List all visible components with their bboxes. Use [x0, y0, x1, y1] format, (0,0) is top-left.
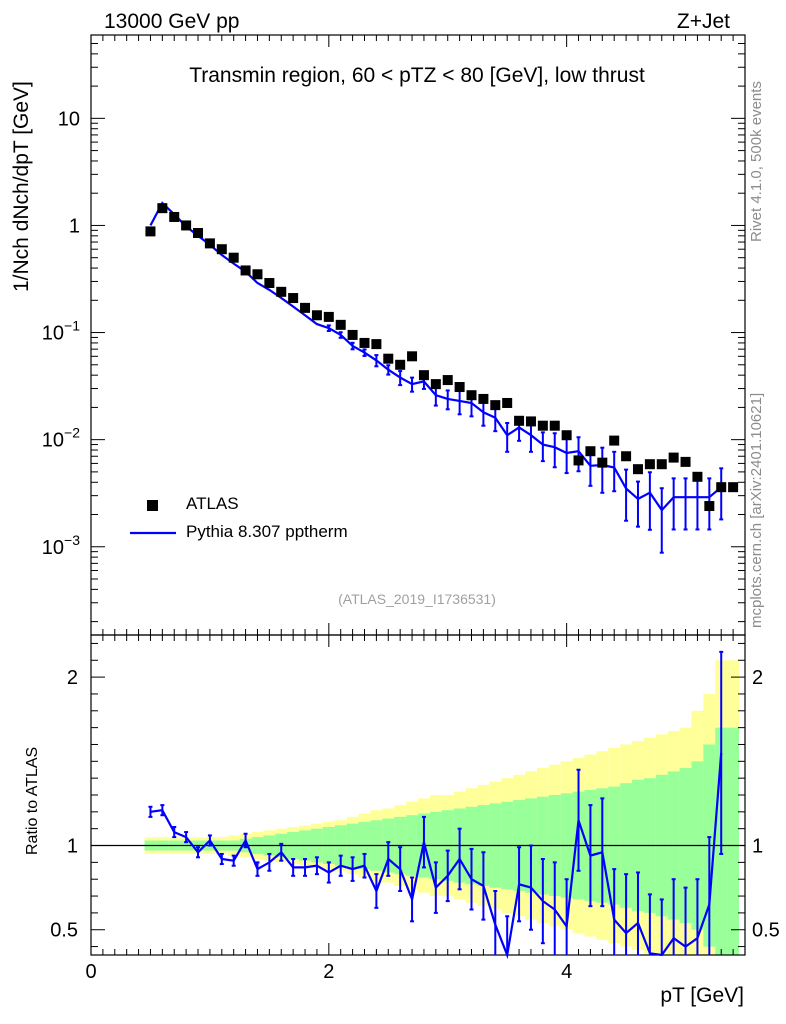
atlas-data-point: [335, 319, 346, 330]
y-tick-label: 10: [58, 108, 80, 130]
ratio-y-tick-label: 2: [67, 667, 78, 689]
atlas-data-point: [240, 265, 251, 276]
y-tick-label: 10−3: [42, 532, 80, 559]
atlas-data-point: [288, 293, 299, 304]
legend-label-pythia: Pythia 8.307 pptherm: [186, 522, 348, 541]
atlas-data-point: [716, 482, 727, 493]
ratio-y-tick-label: 1: [67, 836, 78, 858]
atlas-data-point: [549, 420, 560, 431]
atlas-data-point: [181, 220, 192, 231]
ratio-y-tick-label-right: 0.5: [752, 920, 780, 942]
header-right: Z+Jet: [676, 10, 730, 33]
atlas-data-point: [609, 435, 620, 446]
atlas-data-point: [466, 390, 477, 401]
x-tick-label: 4: [561, 961, 572, 983]
atlas-data-point: [145, 226, 156, 237]
atlas-data-point: [395, 359, 406, 370]
atlas-data-point: [728, 482, 739, 493]
analysis-watermark: (ATLAS_2019_I1736531): [338, 591, 496, 607]
atlas-data-point: [525, 416, 536, 427]
ratio-green-band: [727, 727, 740, 955]
ratio-y-axis-label: Ratio to ATLAS: [24, 746, 41, 855]
atlas-data-point: [311, 310, 322, 321]
atlas-data-point: [157, 203, 168, 214]
ratio-y-tick-label-right: 1: [752, 836, 763, 858]
pythia-line: [149, 201, 722, 512]
atlas-data-point: [228, 252, 239, 263]
atlas-data-point: [323, 311, 334, 322]
main-panel-frame: [90, 34, 746, 636]
atlas-data-point: [537, 420, 548, 431]
atlas-data-point: [668, 452, 679, 463]
atlas-data-point: [478, 393, 489, 404]
atlas-data-point: [204, 238, 215, 249]
atlas-data-point: [656, 459, 667, 470]
y-axis-label: 1/Nch dNch/dpT [GeV]: [10, 81, 33, 292]
rivet-version-label: Rivet 4.1.0, 500k events: [748, 81, 765, 242]
atlas-data-point: [573, 455, 584, 466]
atlas-data-point: [561, 430, 572, 441]
atlas-data-point: [407, 351, 418, 362]
atlas-data-point: [502, 397, 513, 408]
atlas-data-point: [585, 446, 596, 457]
atlas-data-point: [692, 471, 703, 482]
atlas-data-point: [430, 379, 441, 390]
atlas-data-point: [371, 339, 382, 350]
atlas-data-point: [680, 456, 691, 467]
legend-label-atlas: ATLAS: [186, 494, 239, 513]
legend-marker-atlas: [147, 500, 158, 511]
atlas-data-point: [490, 400, 501, 411]
atlas-data-point: [454, 382, 465, 393]
x-tick-label: 2: [323, 961, 334, 983]
atlas-data-point: [276, 286, 287, 297]
x-tick-label: 0: [85, 961, 96, 983]
atlas-data-point: [514, 415, 525, 426]
atlas-data-point: [442, 375, 453, 386]
y-tick-label: 1: [69, 215, 80, 237]
atlas-data-point: [300, 302, 311, 313]
atlas-data-point: [621, 451, 632, 462]
mcplots-label: mcplots.cern.ch [arXiv:2401.10621]: [748, 392, 765, 628]
ratio-y-tick-label: 0.5: [50, 920, 78, 942]
atlas-data-point: [704, 501, 715, 512]
atlas-data-point: [347, 329, 358, 340]
chart-title: Transmin region, 60 < pTZ < 80 [GeV], lo…: [189, 64, 645, 87]
atlas-data-point: [418, 370, 429, 381]
atlas-data-point: [216, 244, 227, 255]
atlas-data-point: [632, 464, 643, 475]
y-tick-label: 10−2: [42, 425, 80, 452]
atlas-data-point: [193, 228, 204, 239]
header-left: 13000 GeV pp: [104, 10, 240, 33]
atlas-data-point: [359, 337, 370, 348]
atlas-data-point: [644, 459, 655, 470]
x-axis-label: pT [GeV]: [660, 984, 744, 1007]
atlas-data-point: [597, 457, 608, 468]
atlas-data-point: [383, 353, 394, 364]
y-tick-label: 10−1: [42, 318, 80, 345]
ratio-y-tick-label-right: 2: [752, 667, 763, 689]
atlas-data-point: [252, 269, 263, 280]
atlas-data-point: [264, 278, 275, 289]
atlas-data-point: [169, 211, 180, 222]
